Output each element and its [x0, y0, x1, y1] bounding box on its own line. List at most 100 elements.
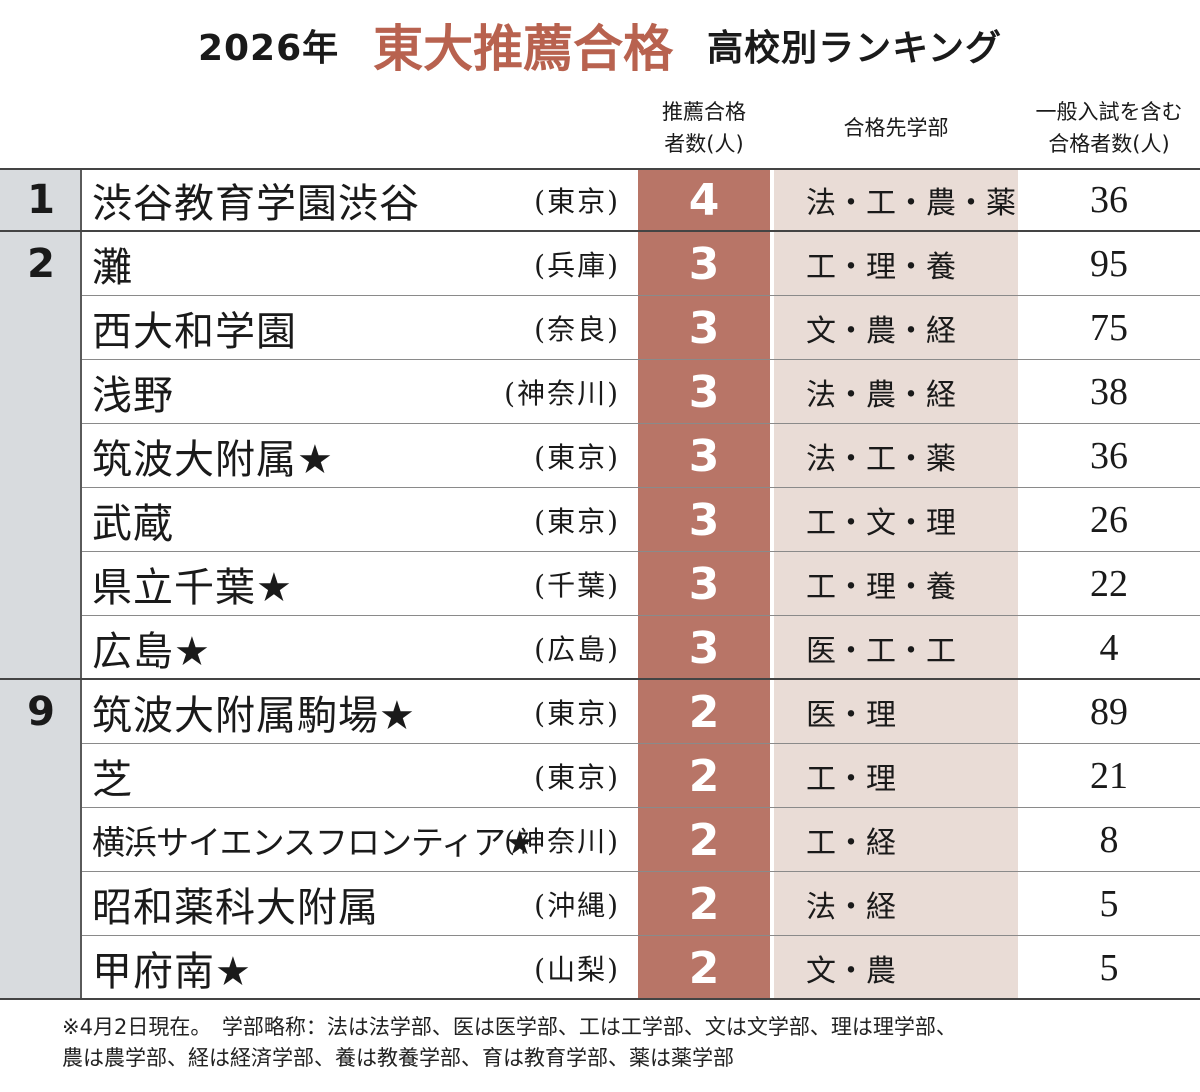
table-row: 浅野 (神奈川) 3 法・農・経 38 [0, 360, 1200, 424]
total-passers: 89 [1090, 691, 1128, 733]
row-divider [82, 295, 1200, 296]
table-row: 芝 (東京) 2 工・理 21 [0, 744, 1200, 808]
header-count-line2: 者数(人) [664, 132, 744, 156]
table-header: 推薦合格 者数(人) 合格先学部 一般入試を含む 合格者数(人) [0, 88, 1200, 168]
prefecture: (神奈川) [504, 825, 620, 858]
table-row: 広島★ (広島) 3 医・工・工 4 [0, 616, 1200, 680]
recommendation-count: 4 [688, 174, 720, 226]
recommendation-count: 3 [688, 302, 720, 354]
table-row: 1 渋谷教育学園渋谷 (東京) 4 法・工・農・薬 36 [0, 168, 1200, 232]
header-total-line1: 一般入試を含む [1035, 100, 1183, 124]
school-name: 甲府南★ [92, 949, 252, 995]
row-divider [82, 359, 1200, 360]
prefecture: (兵庫) [534, 249, 620, 282]
total-passers: 21 [1090, 755, 1128, 797]
rank-number: 9 [27, 689, 55, 735]
faculty-column-bg [774, 168, 1018, 1000]
faculties: 工・理・養 [806, 570, 956, 605]
faculties: 法・農・経 [806, 378, 956, 413]
rank-number [0, 488, 82, 552]
recommendation-count: 3 [688, 622, 720, 674]
table-top-rule [0, 168, 1200, 170]
row-divider [82, 423, 1200, 424]
table-row: 西大和学園 (奈良) 3 文・農・経 75 [0, 296, 1200, 360]
faculties: 法・工・農・薬 [806, 186, 1016, 221]
footnote-line1: ※4月2日現在。 学部略称：法は法学部、医は医学部、工は工学部、文は文学部、理は… [62, 1015, 957, 1039]
title-main: 東大推薦合格 [373, 20, 674, 78]
rank-number [0, 744, 82, 808]
footnote: ※4月2日現在。 学部略称：法は法学部、医は医学部、工は工学部、文は文学部、理は… [62, 1012, 1192, 1074]
table-bottom-rule [0, 998, 1200, 1000]
prefecture: (東京) [534, 761, 620, 794]
table-row: 筑波大附属★ (東京) 3 法・工・薬 36 [0, 424, 1200, 488]
faculties: 文・農・経 [806, 314, 956, 349]
faculties: 工・理 [806, 762, 896, 797]
school-name: 浅野 [92, 373, 174, 419]
row-divider [0, 230, 1200, 232]
faculties: 工・文・理 [806, 506, 956, 541]
prefecture: (神奈川) [504, 377, 620, 410]
faculties: 法・経 [806, 890, 896, 925]
rank-number: 2 [27, 241, 55, 287]
prefecture: (奈良) [534, 313, 620, 346]
total-passers: 36 [1090, 179, 1128, 221]
total-passers: 5 [1099, 947, 1119, 989]
rank-number [0, 936, 82, 1000]
rank-number [0, 872, 82, 936]
school-name: 筑波大附属駒場★ [92, 693, 416, 739]
recommendation-count: 3 [688, 238, 720, 290]
row-divider [82, 551, 1200, 552]
total-passers: 5 [1099, 883, 1119, 925]
total-passers: 22 [1090, 563, 1128, 605]
prefecture: (東京) [534, 697, 620, 730]
title-year: 2026年 [197, 28, 340, 69]
row-divider [82, 743, 1200, 744]
rank-number [0, 808, 82, 872]
title-sub: 高校別ランキング [707, 28, 1003, 69]
school-name: 灘 [92, 245, 133, 291]
recommendation-count: 3 [688, 430, 720, 482]
faculties: 工・理・養 [806, 250, 956, 285]
total-passers: 8 [1099, 819, 1119, 861]
header-faculties-label: 合格先学部 [843, 116, 949, 140]
school-name: 武蔵 [92, 501, 174, 547]
faculties: 医・理 [806, 698, 896, 733]
page-title: 2026年 東大推薦合格 高校別ランキング [0, 10, 1200, 80]
row-divider [82, 935, 1200, 936]
prefecture: (東京) [534, 441, 620, 474]
rank-number [0, 360, 82, 424]
total-passers: 38 [1090, 371, 1128, 413]
rank-number [0, 424, 82, 488]
header-total-line2: 合格者数(人) [1048, 132, 1170, 156]
recommendation-count: 3 [688, 558, 720, 610]
total-passers: 26 [1090, 499, 1128, 541]
recommendation-count: 2 [688, 686, 720, 738]
recommendation-count: 2 [688, 942, 720, 994]
row-divider [82, 807, 1200, 808]
table-row: 甲府南★ (山梨) 2 文・農 5 [0, 936, 1200, 1000]
header-count: 推薦合格 者数(人) [638, 88, 770, 168]
rank-number [0, 616, 82, 680]
table-row: 昭和薬科大附属 (沖縄) 2 法・経 5 [0, 872, 1200, 936]
prefecture: (沖縄) [534, 889, 620, 922]
ranking-table: 1 渋谷教育学園渋谷 (東京) 4 法・工・農・薬 36 2 灘 (兵庫) 3 … [0, 168, 1200, 1000]
total-passers: 36 [1090, 435, 1128, 477]
faculties: 工・経 [806, 826, 896, 861]
header-count-line1: 推薦合格 [662, 100, 746, 124]
footnote-line2: 農は農学部、経は経済学部、養は教養学部、育は教育学部、薬は薬学部 [62, 1046, 734, 1070]
row-divider [82, 871, 1200, 872]
school-name: 横浜サイエンスフロンティア★ [92, 823, 535, 862]
row-divider [82, 487, 1200, 488]
prefecture: (東京) [534, 185, 620, 218]
table-row: 横浜サイエンスフロンティア★ (神奈川) 2 工・経 8 [0, 808, 1200, 872]
recommendation-count: 2 [688, 750, 720, 802]
table-row: 2 灘 (兵庫) 3 工・理・養 95 [0, 232, 1200, 296]
prefecture: (広島) [534, 633, 620, 666]
school-name: 筑波大附属★ [92, 437, 334, 483]
rank-separator [80, 168, 82, 1000]
table-row: 武蔵 (東京) 3 工・文・理 26 [0, 488, 1200, 552]
faculties: 文・農 [806, 954, 896, 989]
school-name: 昭和薬科大附属 [92, 885, 379, 931]
prefecture: (山梨) [534, 953, 620, 986]
school-name: 広島★ [92, 629, 211, 675]
